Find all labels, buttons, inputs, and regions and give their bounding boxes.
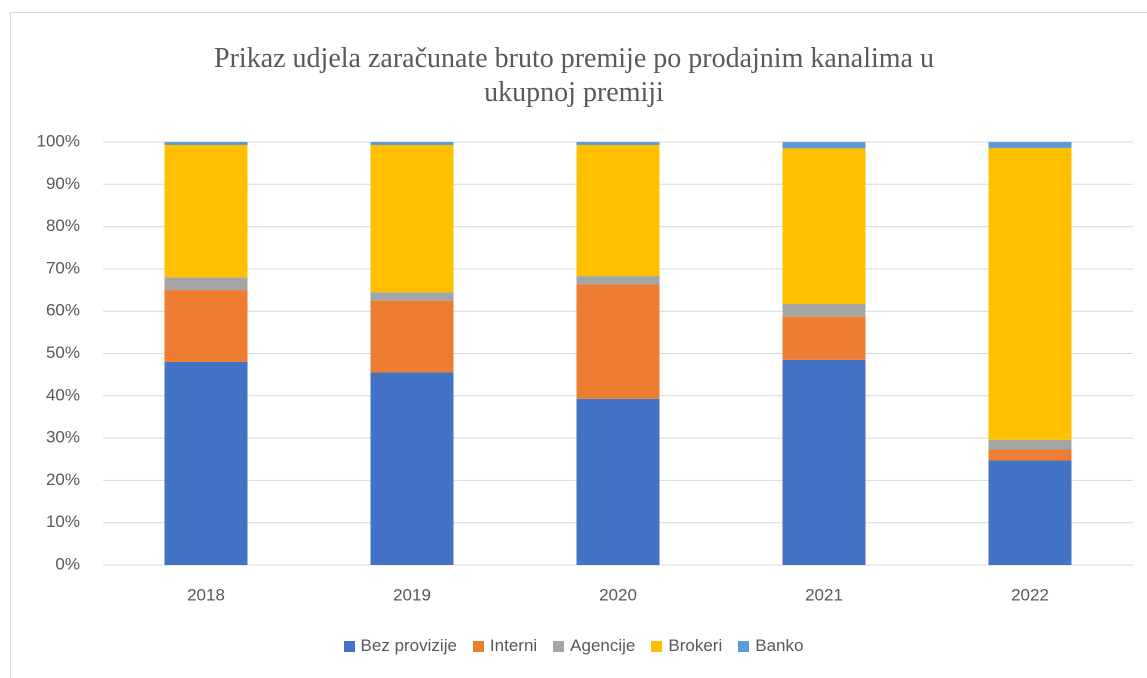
bar-segment — [370, 292, 454, 301]
x-tick-label: 2020 — [599, 585, 637, 604]
bar-segment — [576, 144, 660, 277]
bar-segment — [370, 300, 454, 373]
chart-frame — [10, 12, 1147, 678]
bar-segment — [164, 361, 248, 565]
legend-swatch — [738, 640, 750, 652]
legend-swatch — [472, 640, 484, 652]
bar-segment — [988, 460, 1072, 565]
bar-segment — [988, 147, 1072, 440]
bar-segment — [576, 284, 660, 399]
bar-segment — [782, 304, 866, 317]
y-tick-label: 80% — [46, 216, 80, 235]
legend: Bez provizije Interni Agencije Brokeri Banko — [0, 636, 1147, 656]
bar-segment — [988, 142, 1072, 148]
legend-label: Bez provizije — [360, 636, 457, 655]
legend-label: Banko — [755, 636, 804, 655]
x-tick-label: 2021 — [805, 585, 843, 604]
bar-segment — [782, 316, 866, 360]
y-tick-label: 20% — [46, 470, 80, 489]
legend-label: Brokeri — [668, 636, 723, 655]
x-tick-label: 2019 — [393, 585, 431, 604]
x-tick-label: 2018 — [187, 585, 225, 604]
legend-swatch — [651, 640, 663, 652]
bar-segment — [164, 144, 248, 278]
legend-item: Banko — [738, 636, 803, 656]
y-tick-label: 100% — [37, 131, 80, 150]
bar-segment — [782, 359, 866, 565]
legend-item: Brokeri — [651, 636, 722, 656]
y-tick-label: 50% — [46, 343, 80, 362]
bar-segment — [370, 142, 454, 145]
y-tick-label: 0% — [55, 554, 80, 573]
legend-swatch — [553, 640, 565, 652]
bar-segment — [370, 372, 454, 565]
bar-segment — [576, 276, 660, 285]
y-tick-label: 40% — [46, 385, 80, 404]
bar-segment — [576, 398, 660, 565]
bar-segment — [370, 144, 454, 293]
legend-swatch — [343, 640, 355, 652]
bar-segment — [576, 142, 660, 145]
y-tick-label: 10% — [46, 512, 80, 531]
bar-segment — [164, 277, 248, 291]
y-tick-label: 30% — [46, 428, 80, 447]
bar-segment — [988, 449, 1072, 461]
legend-label: Agencije — [570, 636, 636, 655]
bar-segment — [164, 142, 248, 145]
x-tick-label: 2022 — [1011, 585, 1049, 604]
chart-title: Prikaz udjela zaračunate bruto premije p… — [214, 43, 934, 108]
legend-item: Interni — [472, 636, 538, 656]
bar-segment — [988, 439, 1072, 450]
legend-item: Agencije — [553, 636, 635, 656]
bar-segment — [782, 142, 866, 149]
bar-segment — [164, 290, 248, 362]
bar-segment — [782, 148, 866, 305]
y-tick-label: 70% — [46, 258, 80, 277]
y-tick-label: 90% — [46, 174, 80, 193]
legend-item: Bez provizije — [343, 636, 457, 656]
legend-label: Interni — [489, 636, 538, 655]
y-tick-label: 60% — [46, 301, 80, 320]
